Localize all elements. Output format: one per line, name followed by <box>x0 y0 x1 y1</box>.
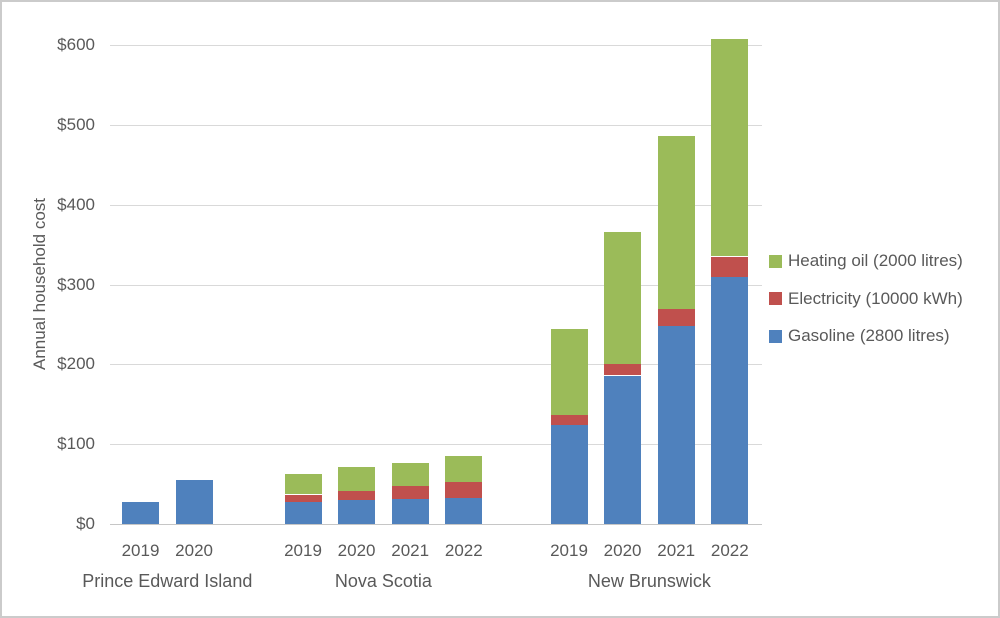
bar-segment-electricity-10000-kwh-new-brunswick-2022 <box>711 256 749 277</box>
x-tick-year-label: 2019 <box>550 541 588 560</box>
x-group-label: Prince Edward Island <box>82 571 253 591</box>
x-tick-year-label: 2021 <box>391 541 430 560</box>
bar-segment-heating-oil-2000-litres-nova-scotia-2020 <box>338 466 376 492</box>
bar-segment-heating-oil-2000-litres-nova-scotia-2021 <box>391 462 429 486</box>
y-tick-label: $600 <box>57 35 95 54</box>
x-tick-year-label: 2022 <box>444 541 483 560</box>
legend-label: Electricity (10000 kWh) <box>788 288 963 308</box>
gridline <box>110 284 762 286</box>
bar-segment-electricity-10000-kwh-nova-scotia-2020 <box>338 491 376 501</box>
x-tick-year-label: 2021 <box>657 541 696 560</box>
bar-segment-heating-oil-2000-litres-new-brunswick-2020 <box>604 231 642 365</box>
gridline <box>110 364 762 366</box>
legend-swatch-heating-oil-2000-litres <box>769 254 782 268</box>
bar-segment-heating-oil-2000-litres-new-brunswick-2021 <box>657 136 695 310</box>
y-tick-label: $500 <box>57 114 95 134</box>
legend-item: Electricity (10000 kWh) <box>769 289 963 309</box>
bar-segment-heating-oil-2000-litres-nova-scotia-2022 <box>445 456 483 482</box>
y-tick-label: $200 <box>57 354 95 374</box>
legend-item: Gasoline (2800 litres) <box>769 326 950 346</box>
x-group-label: New Brunswick <box>587 571 711 591</box>
bar-segment-electricity-10000-kwh-nova-scotia-2019 <box>284 494 322 502</box>
bar-segment-gasoline-2800-litres-prince-edward-island-2020 <box>175 480 213 524</box>
y-tick-label: $0 <box>76 514 95 533</box>
gridline <box>110 204 762 206</box>
bar-segment-gasoline-2800-litres-nova-scotia-2020 <box>338 500 376 524</box>
x-axis-line <box>110 524 762 525</box>
bar-segment-electricity-10000-kwh-nova-scotia-2021 <box>391 485 429 500</box>
x-tick-year-label: 2020 <box>603 541 642 560</box>
bar-segment-electricity-10000-kwh-new-brunswick-2019 <box>550 415 588 425</box>
bar-segment-electricity-10000-kwh-nova-scotia-2022 <box>445 481 483 498</box>
gridline <box>110 124 762 126</box>
bar-segment-gasoline-2800-litres-new-brunswick-2022 <box>711 276 749 524</box>
bar-segment-gasoline-2800-litres-new-brunswick-2021 <box>657 326 695 524</box>
bar-segment-gasoline-2800-litres-prince-edward-island-2019 <box>122 501 159 524</box>
bar-segment-gasoline-2800-litres-nova-scotia-2022 <box>445 497 483 524</box>
gridline <box>110 444 762 446</box>
x-tick-year-label: 2019 <box>284 541 322 560</box>
x-tick-year-label: 2020 <box>175 541 213 560</box>
bar-segment-heating-oil-2000-litres-nova-scotia-2019 <box>284 473 322 495</box>
x-tick-year-label: 2020 <box>337 541 376 560</box>
bar-segment-heating-oil-2000-litres-new-brunswick-2022 <box>711 38 749 257</box>
bar-segment-electricity-10000-kwh-new-brunswick-2021 <box>657 309 695 326</box>
legend-label: Gasoline (2800 litres) <box>788 326 950 345</box>
x-tick-year-label: 2019 <box>121 541 160 560</box>
legend-swatch-gasoline-2800-litres <box>769 329 782 343</box>
y-tick-label: $100 <box>57 434 95 454</box>
bar-segment-gasoline-2800-litres-new-brunswick-2020 <box>604 375 642 524</box>
legend-swatch-electricity-10000-kwh <box>769 292 782 305</box>
gridline <box>110 45 762 46</box>
bar-segment-gasoline-2800-litres-nova-scotia-2019 <box>284 501 322 524</box>
x-tick-year-label: 2022 <box>710 541 749 560</box>
legend-label: Heating oil (2000 litres) <box>788 251 963 270</box>
bar-segment-electricity-10000-kwh-new-brunswick-2020 <box>604 364 642 376</box>
bar-segment-heating-oil-2000-litres-new-brunswick-2019 <box>550 329 588 416</box>
legend-item: Heating oil (2000 litres) <box>769 251 963 271</box>
y-tick-label: $400 <box>57 194 95 214</box>
x-group-label: Nova Scotia <box>334 571 432 591</box>
y-tick-label: $300 <box>57 274 95 294</box>
bar-segment-gasoline-2800-litres-nova-scotia-2021 <box>391 499 429 524</box>
bar-segment-gasoline-2800-litres-new-brunswick-2019 <box>550 425 588 524</box>
